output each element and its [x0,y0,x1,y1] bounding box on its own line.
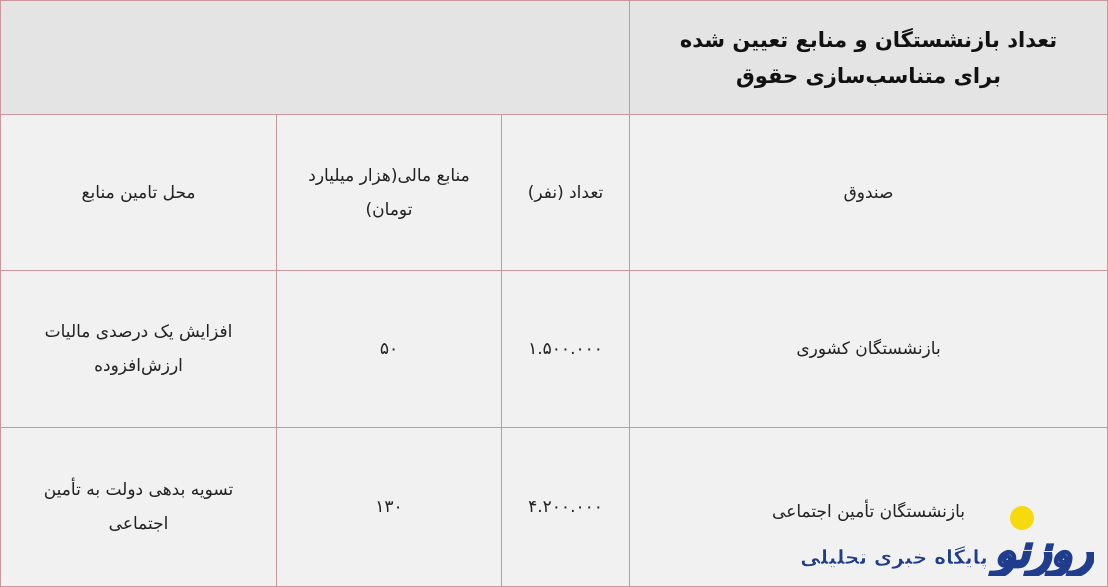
table-row-source: تسویه بدهی دولت به تأمین اجتماعی [0,427,277,587]
row2-fund: بازنشستگان تأمین اجتماعی [772,502,965,522]
table-row-source: افزایش یک درصدی مالیات ارزش‌افزوده [0,270,277,428]
logo-tagline: پایگاه خبری تحلیلی [800,545,987,570]
header-source-label: محل تامین منابع [81,182,196,203]
header-count: تعداد (نفر) [501,114,630,271]
table-title: تعداد بازنشستگان و منابع تعیین شده برای … [679,27,1058,88]
table-row-fund: بازنشستگان تأمین اجتماعی [629,427,1108,587]
table-row-count: ۱.۵۰۰.۰۰۰ [501,270,630,428]
title-empty-cell [0,0,630,115]
table-row-resources: ۵۰ [276,270,502,428]
row2-count: ۴.۲۰۰.۰۰۰ [528,497,603,517]
row1-count: ۱.۵۰۰.۰۰۰ [528,339,603,359]
row1-source: افزایش یک درصدی مالیات ارزش‌افزوده [44,322,233,376]
logo-brand: روزنو [989,526,1094,576]
watermark-logo: روزنو پایگاه خبری تحلیلی [800,506,1094,576]
table-row-count: ۴.۲۰۰.۰۰۰ [501,427,630,587]
header-resources: منابع مالی(هزار میلیارد تومان) [276,114,502,271]
row1-resources: ۵۰ [379,339,399,359]
logo-sun-icon [1010,506,1034,530]
table-row-resources: ۱۳۰ [276,427,502,587]
row2-source: تسویه بدهی دولت به تأمین اجتماعی [43,480,234,534]
header-fund-label: صندوق [843,182,894,203]
header-count-label: تعداد (نفر) [527,182,604,203]
row1-fund: بازنشستگان کشوری [796,339,941,359]
header-source: محل تامین منابع [0,114,277,271]
row2-resources: ۱۳۰ [375,497,403,517]
table-title-cell: تعداد بازنشستگان و منابع تعیین شده برای … [629,0,1108,115]
table-row-fund: بازنشستگان کشوری [629,270,1108,428]
header-resources-label: منابع مالی(هزار میلیارد تومان) [308,165,470,220]
header-fund: صندوق [629,114,1108,271]
